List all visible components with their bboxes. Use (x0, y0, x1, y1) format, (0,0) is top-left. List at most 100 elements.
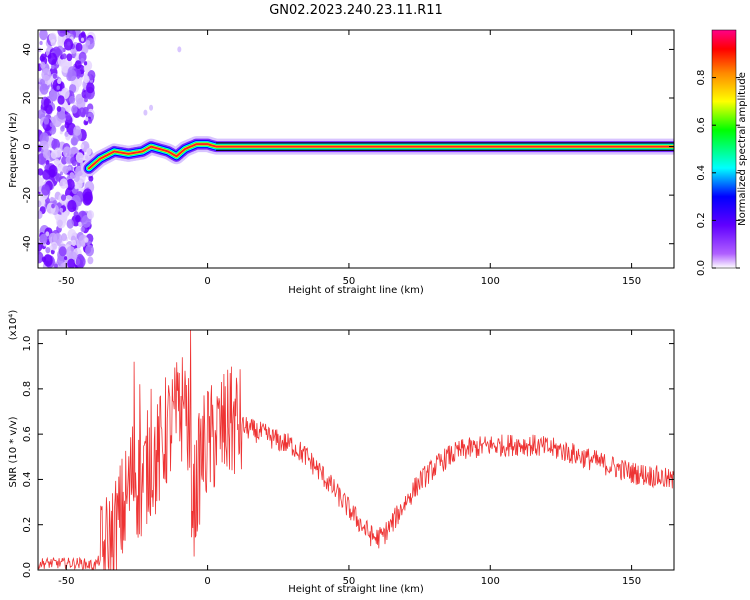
spectrogram-noise-cell (143, 110, 147, 116)
spectrogram-noise-cell (81, 227, 85, 233)
spectrogram-noise-cell (53, 74, 57, 79)
snr-y-multiplier: (x10⁴) (8, 310, 19, 341)
y-tick-label: 0.6 (22, 426, 33, 442)
spectrogram-noise-cell (66, 53, 72, 61)
snr-y-axis-label: SNR (10 * v/v) (8, 416, 19, 487)
spectrogram-noise-cell (87, 210, 94, 219)
spectrogram-noise-cell (36, 145, 41, 152)
spectrogram-noise-cell (75, 60, 82, 69)
spectrogram-noise-cell (84, 237, 88, 243)
spectrogram-noise-cell (76, 43, 83, 52)
spectrogram-noise-cell (61, 194, 66, 201)
x-tick-label: 100 (481, 276, 500, 287)
spectrogram-noise-cell (45, 104, 53, 114)
spectrogram-noise-cell (81, 91, 85, 96)
spectrogram-noise-cell (86, 148, 92, 155)
spectrogram-noise-cell (51, 242, 58, 251)
y-tick-label: 0.2 (22, 517, 33, 533)
spectrogram-noise-cell (51, 39, 56, 46)
spectrogram-noise-cell (84, 97, 88, 102)
spectrogram-noise-cell (83, 192, 93, 205)
spectrogram-noise-cell (39, 41, 42, 45)
spectrogram-noise-cell (36, 211, 42, 219)
x-tick-label: 150 (622, 276, 641, 287)
y-tick-label: 0.4 (22, 471, 33, 487)
spectrogram-noise-cell (51, 204, 55, 209)
spectrogram-noise-cell (70, 157, 75, 164)
spectrogram-noise-cell (64, 256, 67, 260)
spectrogram-noise-cell (76, 255, 86, 268)
spectrogram-noise-cell (64, 131, 68, 136)
spectrogram-noise-cell (64, 211, 69, 217)
snr-plot-area (38, 330, 674, 570)
spectrogram-noise-cell (51, 150, 58, 159)
spectrogram-noise-cell (45, 247, 50, 253)
spectrogram-noise-cell (51, 64, 55, 69)
spectrogram-noise-cell (86, 82, 94, 93)
spectrogram-noise-cell (43, 117, 49, 125)
spectrogram-noise-cell (85, 117, 88, 121)
colorbar-tick-label: 0.6 (696, 117, 707, 133)
spectrogram-panel: -50 0 50 100 150 -40 -20 0 20 40 Height of strai… (8, 25, 674, 296)
spectrogram-noise-cell (34, 251, 43, 263)
spectrogram-noise-cell (43, 149, 51, 159)
x-tick-label: -50 (58, 276, 74, 287)
spectrogram-noise-cell (81, 38, 84, 42)
colorbar-tick-label: 0.4 (696, 165, 707, 181)
y-tick-label: 20 (22, 92, 33, 105)
y-tick-label: 1.0 (22, 336, 33, 352)
figure-title: GN02.2023.240.23.11.R11 (269, 3, 443, 18)
spectrogram-x-axis-label: Height of straight line (km) (288, 285, 424, 296)
colorbar-tick-label: 0.2 (696, 212, 707, 228)
spectrogram-noise-cell (48, 54, 52, 59)
spectrogram-noise-cell (71, 105, 78, 113)
spectrogram-noise-cell (59, 246, 67, 256)
spectrogram-noise-cell (57, 106, 62, 112)
spectrogram-noise-cell (76, 152, 84, 163)
spectrogram-y-axis-label: Frequency (Hz) (8, 112, 19, 188)
spectrogram-noise-cell (72, 138, 78, 145)
spectrogram-noise-cell (57, 86, 60, 90)
x-tick-label: 100 (481, 576, 500, 587)
spectrogram-noise-cell (86, 40, 90, 46)
spectrogram-noise-cell (59, 164, 63, 169)
spectrogram-noise-cell (57, 95, 64, 104)
spectrogram-noise-cell (75, 184, 79, 189)
y-tick-label: -40 (22, 236, 33, 252)
colorbar-label: Normalized spectral amplitude (737, 72, 748, 226)
spectrogram-noise-cell (62, 53, 67, 59)
spectrogram-noise-cell (85, 245, 94, 257)
spectrogram-noise-cell (71, 240, 76, 246)
spectrogram-noise-cell (49, 169, 56, 178)
spectrogram-noise-cell (36, 200, 41, 207)
spectrogram-noise-cell (83, 75, 89, 83)
x-tick-label: 0 (204, 276, 210, 287)
spectrogram-noise-cell (41, 68, 51, 81)
spectrogram-noise-cell (63, 146, 71, 157)
spectrogram-noise-cell (149, 105, 153, 111)
snr-x-axis-label: Height of straight line (km) (288, 584, 424, 595)
spectrogram-noise-cell (65, 113, 71, 120)
y-tick-label: 0 (22, 143, 33, 149)
spectrogram-noise-cell (67, 219, 74, 229)
spectrogram-noise-cell (50, 197, 54, 202)
spectrogram-noise-cell (73, 126, 81, 136)
spectrogram-noise-cell (75, 215, 81, 222)
spectrogram-plot-area (34, 25, 674, 273)
spectrogram-noise-cell (39, 234, 47, 245)
colorbar-tick-label: 0.8 (696, 70, 707, 86)
spectrogram-noise-cell (60, 126, 65, 132)
snr-panel: -50 0 50 100 150 0.00.20.40.60.81.0 Height o… (8, 310, 674, 595)
snr-x-ticks: -50 0 50 100 150 (58, 330, 641, 587)
y-tick-label: 40 (22, 43, 33, 56)
spectrogram-noise-cell (57, 25, 66, 37)
spectrogram-noise-cell (61, 233, 67, 241)
spectrogram-noise-cell (40, 62, 45, 69)
spectrogram-noise-cell (41, 184, 50, 196)
spectrogram-noise-cell (42, 84, 47, 91)
spectrogram-noise-cell (65, 105, 71, 112)
spectrogram-noise-cell (87, 257, 93, 265)
x-tick-label: -50 (58, 576, 74, 587)
snr-series-line (38, 330, 674, 570)
